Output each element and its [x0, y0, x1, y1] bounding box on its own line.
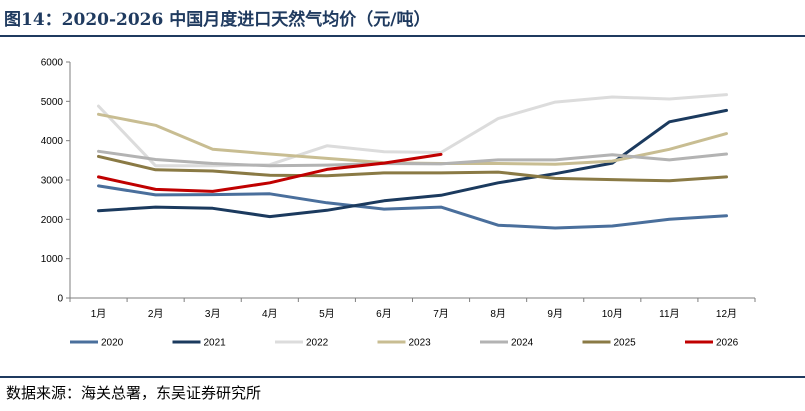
source-rule	[0, 376, 805, 378]
x-tick-label: 8月	[490, 308, 506, 320]
y-tick-label: 2000	[41, 215, 64, 226]
x-tick-label: 10月	[602, 308, 623, 320]
legend-label-2025: 2025	[614, 338, 637, 349]
legend-label-2020: 2020	[101, 338, 124, 349]
title-rule	[0, 35, 805, 37]
y-tick-label: 4000	[41, 136, 64, 147]
y-tick-label: 3000	[41, 176, 64, 187]
legend-label-2021: 2021	[204, 338, 227, 349]
y-tick-label: 6000	[41, 58, 64, 69]
line-chart: 0 1000 2000 3000 4000 5000 6000 1月 2月 3月 4月 5月 6月 7月 8…	[41, 58, 756, 349]
series-line-2022	[97, 93, 728, 168]
x-tick-label: 6月	[376, 308, 392, 320]
x-tick-label: 12月	[716, 308, 737, 320]
x-tick-label: 2月	[148, 308, 164, 320]
figure-title: 图14：2020-2026 中国月度进口天然气均价（元/吨）	[4, 10, 431, 30]
series-line-2024	[97, 149, 728, 168]
source-note: 数据来源：海关总署，东吴证券研究所	[6, 384, 262, 402]
x-tick-label: 1月	[91, 308, 107, 320]
x-tick-label: 7月	[433, 308, 449, 320]
x-tick-label: 3月	[205, 308, 221, 320]
legend-label-2023: 2023	[409, 338, 432, 349]
y-tick-label: 5000	[41, 97, 64, 108]
x-tick-label: 11月	[659, 308, 679, 320]
x-tick-label: 9月	[547, 308, 563, 320]
chart-series	[97, 93, 728, 230]
y-tick-label: 1000	[41, 254, 64, 265]
series-line-2020	[97, 184, 728, 230]
chart-legend: 2020 2021 2022 2023 2024 2025 2026	[70, 338, 739, 349]
x-tick-label: 5月	[319, 308, 335, 320]
legend-label-2024: 2024	[511, 338, 534, 349]
legend-label-2026: 2026	[716, 338, 739, 349]
legend-label-2022: 2022	[306, 338, 329, 349]
y-tick-label: 0	[57, 294, 63, 305]
chart-axes: 0 1000 2000 3000 4000 5000 6000 1月 2月 3月 4月 5月 6月 7月 8…	[41, 58, 756, 320]
series-line-2025	[97, 154, 728, 183]
series-line-2026	[97, 152, 443, 193]
x-tick-label: 4月	[262, 308, 278, 320]
